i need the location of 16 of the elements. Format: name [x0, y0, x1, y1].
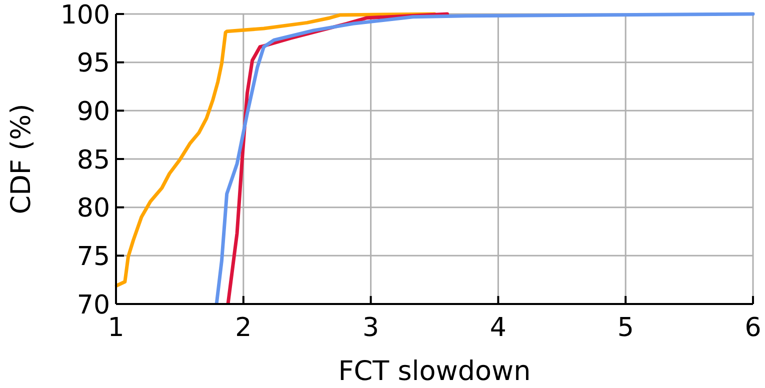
- y-tick-label: 95: [76, 48, 110, 79]
- y-axis-title: CDF (%): [6, 104, 37, 214]
- y-tick-label: 75: [76, 242, 110, 272]
- y-tick-label: 80: [76, 194, 110, 224]
- x-tick-label: 4: [490, 313, 506, 343]
- y-tick-label: 85: [76, 145, 110, 176]
- x-tick-label: 5: [617, 313, 634, 343]
- y-tick-label: 100: [60, 0, 110, 30]
- x-tick-label: 6: [744, 313, 762, 343]
- x-tick-label: 3: [362, 313, 380, 343]
- x-tick-label: 1: [108, 313, 124, 343]
- y-tick-label: 70: [76, 290, 110, 320]
- line-series: [114, 12, 436, 288]
- y-tick-label: 90: [76, 97, 110, 128]
- x-tick-label: 2: [235, 313, 252, 343]
- x-axis-title: FCT slowdown: [338, 356, 531, 387]
